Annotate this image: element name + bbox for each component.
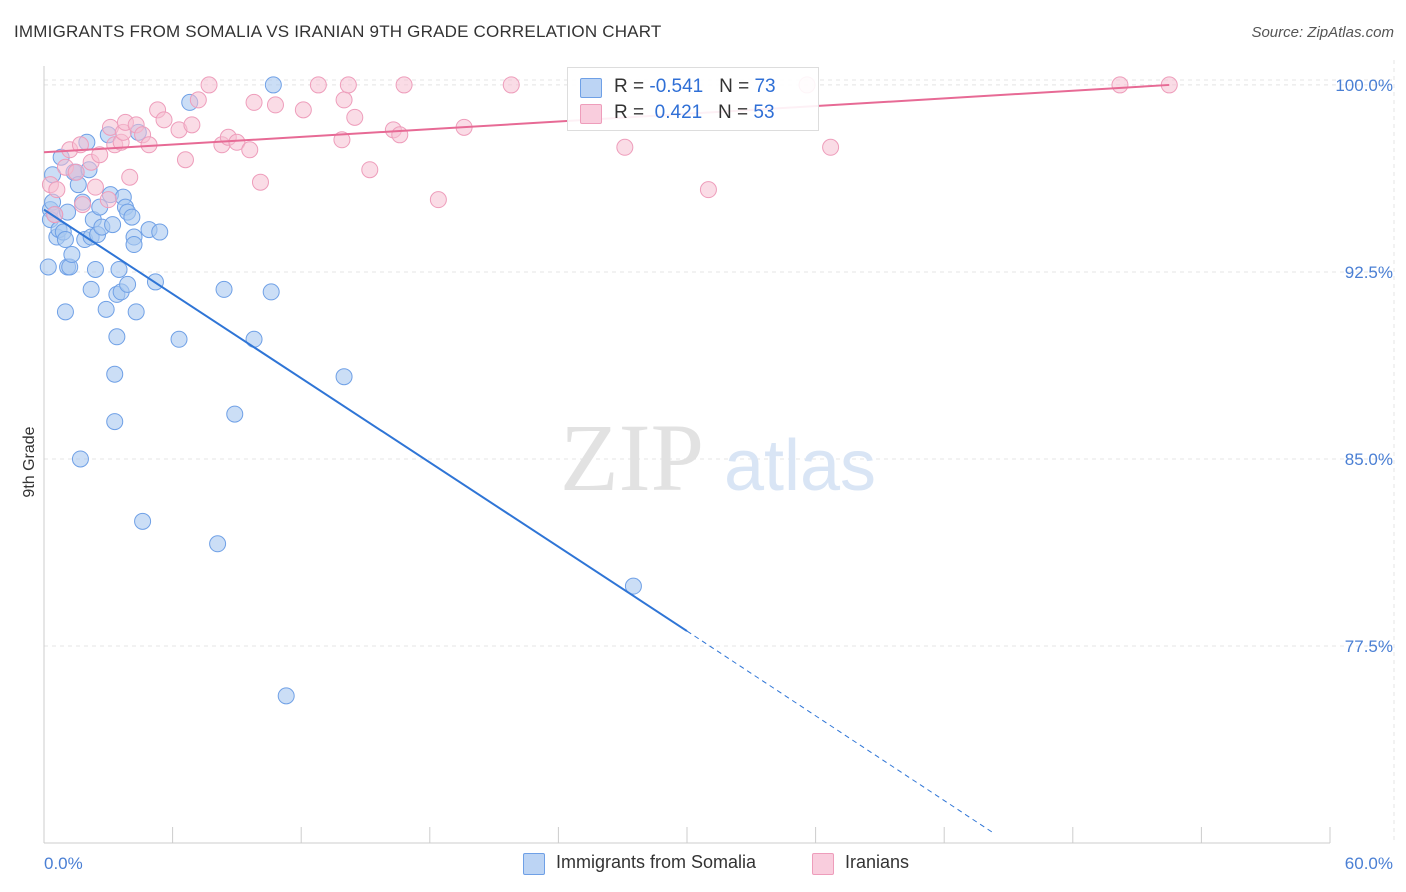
y-tick-label: 100.0% (1335, 76, 1393, 95)
point-somalia (71, 450, 89, 468)
point-somalia (335, 368, 353, 386)
legend-r-value: 0.421 (649, 102, 703, 123)
point-somalia (134, 512, 152, 530)
chart-title: IMMIGRANTS FROM SOMALIA VS IRANIAN 9TH G… (14, 22, 662, 41)
legend-swatch-somalia (580, 78, 602, 98)
point-iranian (71, 136, 89, 154)
y-axis-label: 9th Grade (21, 426, 38, 497)
point-iranian (251, 173, 269, 191)
point-iranian (822, 138, 840, 156)
point-iranian (228, 133, 246, 151)
stats-legend: R = -0.541 N = 73 R = 0.421 N = 53 (567, 67, 819, 131)
point-somalia (277, 687, 295, 705)
point-somalia (108, 328, 126, 346)
point-somalia (106, 365, 124, 383)
x-tick-label: 60.0% (1345, 854, 1393, 873)
point-somalia (56, 303, 74, 321)
watermark-atlas: atlas (724, 426, 876, 506)
chart-source: Source: ZipAtlas.com (1251, 24, 1394, 41)
point-iranian (241, 141, 259, 159)
point-somalia (151, 223, 169, 241)
point-iranian (183, 116, 201, 134)
point-iranian (121, 168, 139, 186)
legend-swatch-iranian (580, 104, 602, 124)
point-iranian (99, 191, 117, 209)
point-somalia (104, 216, 122, 234)
point-iranian (309, 76, 327, 94)
legend-label-somalia: Immigrants from Somalia (556, 852, 757, 872)
point-iranian (200, 76, 218, 94)
point-somalia (170, 330, 188, 348)
point-somalia (624, 577, 642, 595)
point-iranian (361, 161, 379, 179)
legend-swatch-iranians (812, 853, 834, 875)
point-somalia (56, 231, 74, 249)
point-iranian (346, 108, 364, 126)
legend-swatch-somalia (523, 853, 545, 875)
point-somalia (106, 413, 124, 431)
point-iranian (616, 138, 634, 156)
point-iranian (333, 131, 351, 149)
point-somalia (110, 260, 128, 278)
point-iranian (86, 178, 104, 196)
point-iranian (74, 196, 92, 214)
point-iranian (48, 181, 66, 199)
point-somalia (209, 535, 227, 553)
point-somalia (125, 236, 143, 254)
y-tick-label: 77.5% (1345, 637, 1393, 656)
legend-r-label: R = (614, 76, 650, 97)
legend-r-label: R = (614, 102, 650, 123)
legend-n-label: N = (718, 102, 754, 123)
point-iranian (1111, 76, 1129, 94)
legend-n-value: 53 (753, 102, 775, 123)
point-iranian (335, 91, 353, 109)
point-somalia (226, 405, 244, 423)
point-iranian (91, 146, 109, 164)
watermark-zip: ZIP (560, 404, 704, 511)
point-iranian (155, 111, 173, 129)
legend-n-value: 73 (754, 76, 776, 97)
y-tick-labels: 100.0% 92.5% 85.0% 77.5% (1335, 76, 1393, 656)
point-somalia (119, 275, 137, 293)
x-tick-label: 0.0% (44, 854, 83, 873)
legend-label-iranians: Iranians (845, 852, 910, 872)
legend-r-value: -0.541 (649, 76, 704, 97)
point-somalia (82, 280, 100, 298)
point-iranian (339, 76, 357, 94)
y-tick-label: 85.0% (1345, 450, 1393, 469)
point-somalia (123, 208, 141, 226)
point-somalia (97, 300, 115, 318)
grid-lines (44, 60, 1395, 843)
point-iranian (294, 101, 312, 119)
point-iranian (67, 163, 85, 181)
axes (43, 66, 1331, 844)
point-iranian (245, 93, 263, 111)
trend-line-somalia-extension (686, 630, 994, 834)
point-somalia (264, 76, 282, 94)
point-somalia (127, 303, 145, 321)
point-iranian (699, 181, 717, 199)
point-iranian (429, 191, 447, 209)
point-iranian (391, 126, 409, 144)
point-iranian (395, 76, 413, 94)
point-iranian (189, 91, 207, 109)
point-somalia (215, 280, 233, 298)
point-somalia (245, 330, 263, 348)
y-tick-label: 92.5% (1345, 263, 1393, 282)
point-somalia (262, 283, 280, 301)
trend-line-somalia (43, 208, 688, 632)
point-somalia (63, 246, 81, 264)
point-iranian (176, 151, 194, 169)
watermark: ZIP atlas (560, 404, 876, 511)
x-tick-labels: 0.0% 60.0% (44, 854, 1393, 873)
legend-n-label: N = (719, 76, 755, 97)
point-iranian (502, 76, 520, 94)
point-iranian (266, 96, 284, 114)
point-somalia (39, 258, 57, 276)
point-somalia (86, 260, 104, 278)
